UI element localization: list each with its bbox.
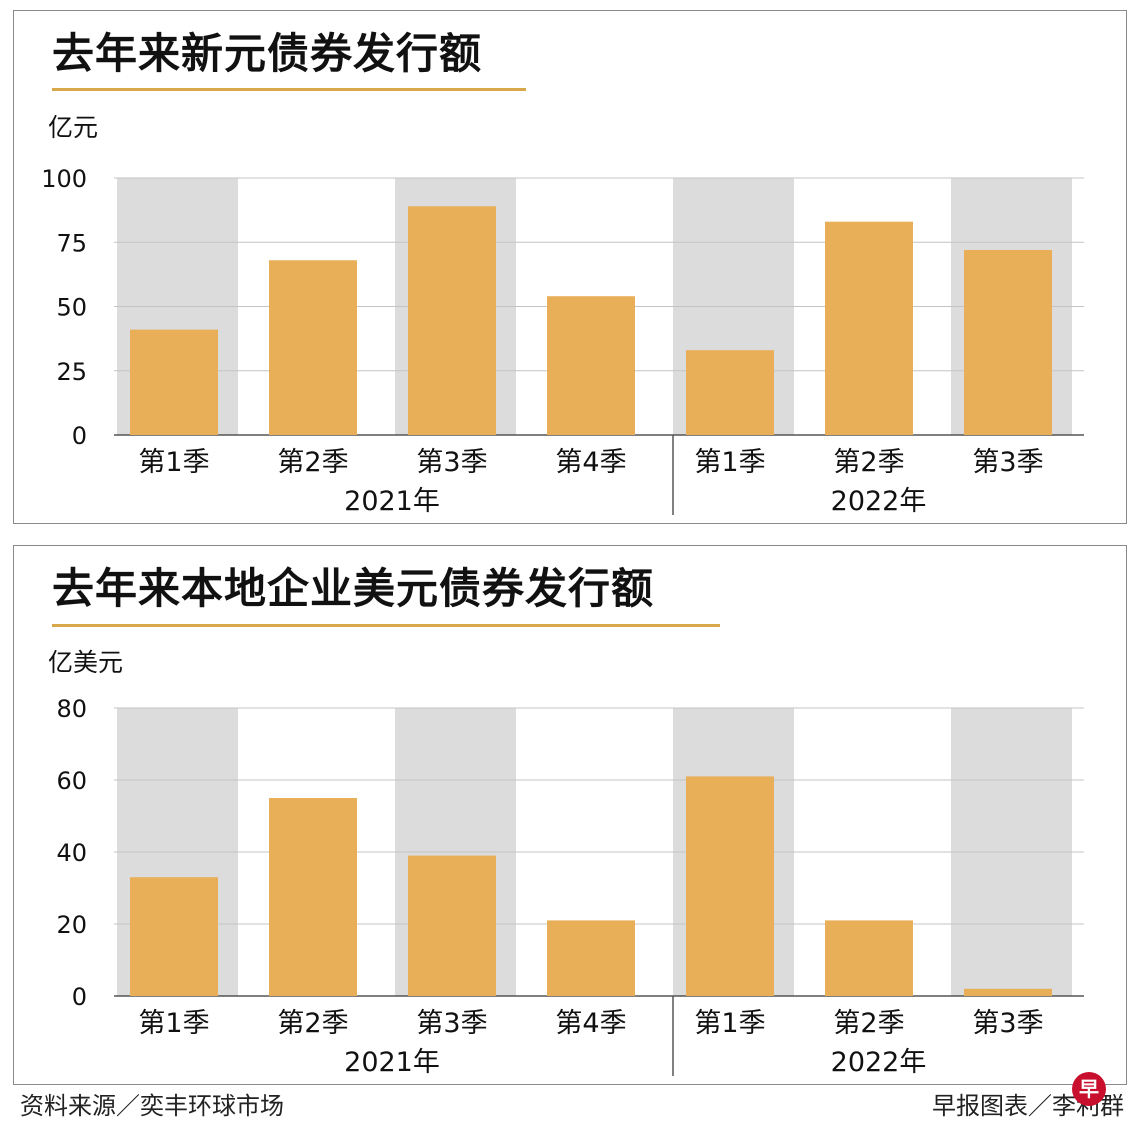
x-tick-label: 第1季 (138, 447, 209, 478)
year-group-label: 2022年 (831, 486, 927, 517)
x-tick-label: 第3季 (972, 447, 1043, 478)
x-tick-label: 第2季 (277, 447, 348, 478)
bar (130, 329, 218, 435)
x-tick-label: 第1季 (694, 447, 765, 478)
bar (130, 877, 218, 996)
bar (964, 249, 1052, 435)
bar (269, 260, 357, 435)
x-tick-label: 第3季 (416, 1008, 487, 1039)
chart-title: 去年来本地企业美元债券发行额 (52, 564, 655, 613)
x-tick-label: 第1季 (694, 1008, 765, 1039)
bar (547, 920, 635, 996)
y-tick-label: 60 (56, 767, 87, 795)
bar (825, 221, 913, 435)
source-note: 资料来源／奕丰环球市场 (20, 1092, 284, 1120)
x-tick-label: 第3季 (416, 447, 487, 478)
bar (547, 296, 635, 435)
y-axis-unit: 亿美元 (48, 648, 124, 677)
bar (686, 776, 774, 996)
title-underline (52, 88, 526, 91)
bar (825, 920, 913, 996)
year-group-label: 2021年 (344, 486, 440, 517)
x-tick-label: 第2季 (833, 447, 904, 478)
chart-panel-sgd-bonds: 去年来新元债券发行额 亿元 0 25 50 75 100 第1季 第2季 第3季 第4季 第1季 第… (13, 10, 1127, 524)
x-tick-label: 第2季 (277, 1008, 348, 1039)
chart-title: 去年来新元债券发行额 (52, 29, 483, 78)
year-group-label: 2022年 (831, 1047, 927, 1078)
bar (964, 988, 1052, 996)
x-tick-label: 第2季 (833, 1008, 904, 1039)
bar (269, 798, 357, 996)
x-tick-label: 第4季 (555, 447, 626, 478)
y-tick-label: 25 (56, 358, 87, 386)
y-axis-unit: 亿元 (48, 113, 99, 142)
y-tick-label: 0 (72, 983, 87, 1011)
y-tick-label: 0 (72, 422, 87, 450)
y-tick-label: 100 (41, 165, 87, 193)
y-tick-label: 80 (56, 695, 87, 723)
chart-panel-usd-bonds: 去年来本地企业美元债券发行额 亿美元 0 20 40 60 80 第1季 第2季 第3季 第4季… (13, 545, 1127, 1085)
zaobao-logo-icon: 早 (1072, 1072, 1106, 1106)
y-tick-label: 50 (56, 294, 87, 322)
x-tick-label: 第3季 (972, 1008, 1043, 1039)
y-tick-label: 40 (56, 839, 87, 867)
bar (408, 855, 496, 996)
bar-chart-usd-bonds: 0 20 40 60 80 第1季 第2季 第3季 第4季 第1季 第2季 第3季 2021年 2022年 (56, 695, 1084, 1078)
y-tick-label: 20 (56, 911, 87, 939)
x-tick-label: 第1季 (138, 1008, 209, 1039)
bar (686, 350, 774, 435)
x-tick-label: 第4季 (555, 1008, 626, 1039)
year-group-label: 2021年 (344, 1047, 440, 1078)
bar-chart-sgd-bonds: 0 25 50 75 100 第1季 第2季 第3季 第4季 第1季 第2季 第3季 2021年 2022… (41, 165, 1084, 517)
y-tick-label: 75 (56, 229, 87, 257)
bar (408, 206, 496, 435)
title-underline (52, 624, 720, 627)
